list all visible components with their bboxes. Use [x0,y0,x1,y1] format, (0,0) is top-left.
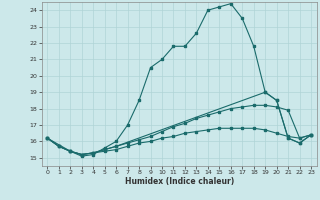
X-axis label: Humidex (Indice chaleur): Humidex (Indice chaleur) [124,177,234,186]
